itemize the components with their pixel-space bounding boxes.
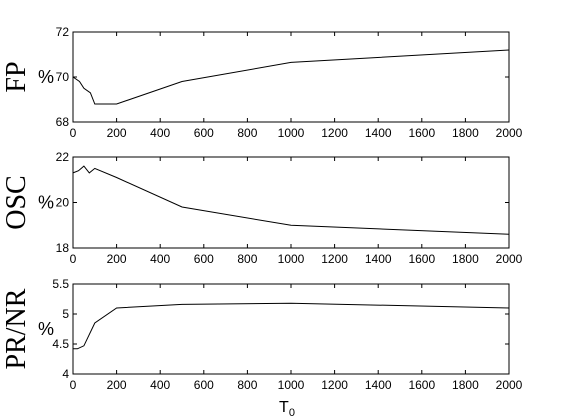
y-tick-label: 4 (62, 367, 69, 381)
x-tick-label: 600 (194, 378, 214, 392)
y-tick-label: 5 (62, 307, 69, 321)
y-tick-label: 68 (56, 115, 70, 129)
x-tick-label: 1200 (321, 378, 348, 392)
x-tick-label: 200 (107, 378, 127, 392)
x-tick-label: 800 (237, 252, 257, 266)
x-tick-label: 0 (70, 378, 77, 392)
x-tick-label: 1000 (278, 378, 305, 392)
x-tick-label: 1600 (408, 378, 435, 392)
x-tick-label: 800 (237, 378, 257, 392)
x-tick-label: 1400 (365, 378, 392, 392)
plot-area (72, 283, 510, 375)
x-tick-label: 1200 (321, 126, 348, 140)
y-axis-label: OSC (1, 175, 32, 229)
y-axis-unit: % (38, 67, 54, 87)
panel-osc: 0 200 400 600 800 1000 1200 1400 1600 1800 2000 18 2… (1, 150, 523, 266)
x-tick-label: 800 (237, 126, 257, 140)
x-axis-label-main: T (279, 399, 289, 416)
x-tick-label: 1600 (408, 252, 435, 266)
y-axis-unit: % (38, 319, 54, 339)
y-tick-label: 70 (56, 70, 70, 84)
x-axis-label-sub: 0 (289, 407, 295, 419)
x-tick-label: 400 (150, 126, 170, 140)
x-tick-label: 1600 (408, 126, 435, 140)
x-tick-label: 600 (194, 126, 214, 140)
y-tick-label: 5.5 (52, 277, 69, 291)
y-axis-label: PR/NR (1, 288, 32, 369)
x-tick-label: 0 (70, 252, 77, 266)
x-axis-label: T0 (279, 399, 295, 419)
x-tick-label: 2000 (496, 126, 523, 140)
x-tick-label: 1000 (278, 252, 305, 266)
x-tick-label: 200 (107, 252, 127, 266)
y-tick-label: 72 (56, 25, 70, 39)
y-tick-label: 22 (56, 150, 70, 164)
x-tick-label: 600 (194, 252, 214, 266)
x-tick-label: 1800 (452, 378, 479, 392)
series-line (72, 165, 510, 235)
x-tick-label: 400 (150, 378, 170, 392)
x-tick-label: 1200 (321, 252, 348, 266)
plot-area (72, 156, 510, 249)
x-tick-label: 1000 (278, 126, 305, 140)
x-tick-label: 1800 (452, 126, 479, 140)
x-tick-label: 400 (150, 252, 170, 266)
y-tick-label: 4.5 (52, 337, 69, 351)
x-tick-label: 0 (70, 126, 77, 140)
x-tick-label: 2000 (496, 378, 523, 392)
panel-pr-nr: 0 200 400 600 800 1000 1200 1400 1600 1800 2000 4 4.… (1, 277, 523, 392)
y-axis-unit: % (38, 193, 54, 213)
x-tick-label: 200 (107, 126, 127, 140)
y-axis-label: FP (1, 61, 32, 92)
x-tick-label: 1400 (365, 252, 392, 266)
panel-fp: 0 200 400 600 800 1000 1200 1400 1600 1800 2000 68 7… (1, 25, 523, 140)
plot-area (72, 31, 510, 123)
y-tick-label: 18 (56, 241, 70, 255)
x-tick-label: 1400 (365, 126, 392, 140)
x-tick-label: 2000 (496, 252, 523, 266)
series-line (73, 302, 510, 350)
x-tick-label: 1800 (452, 252, 479, 266)
series-line (72, 49, 510, 105)
y-tick-label: 20 (56, 196, 70, 210)
